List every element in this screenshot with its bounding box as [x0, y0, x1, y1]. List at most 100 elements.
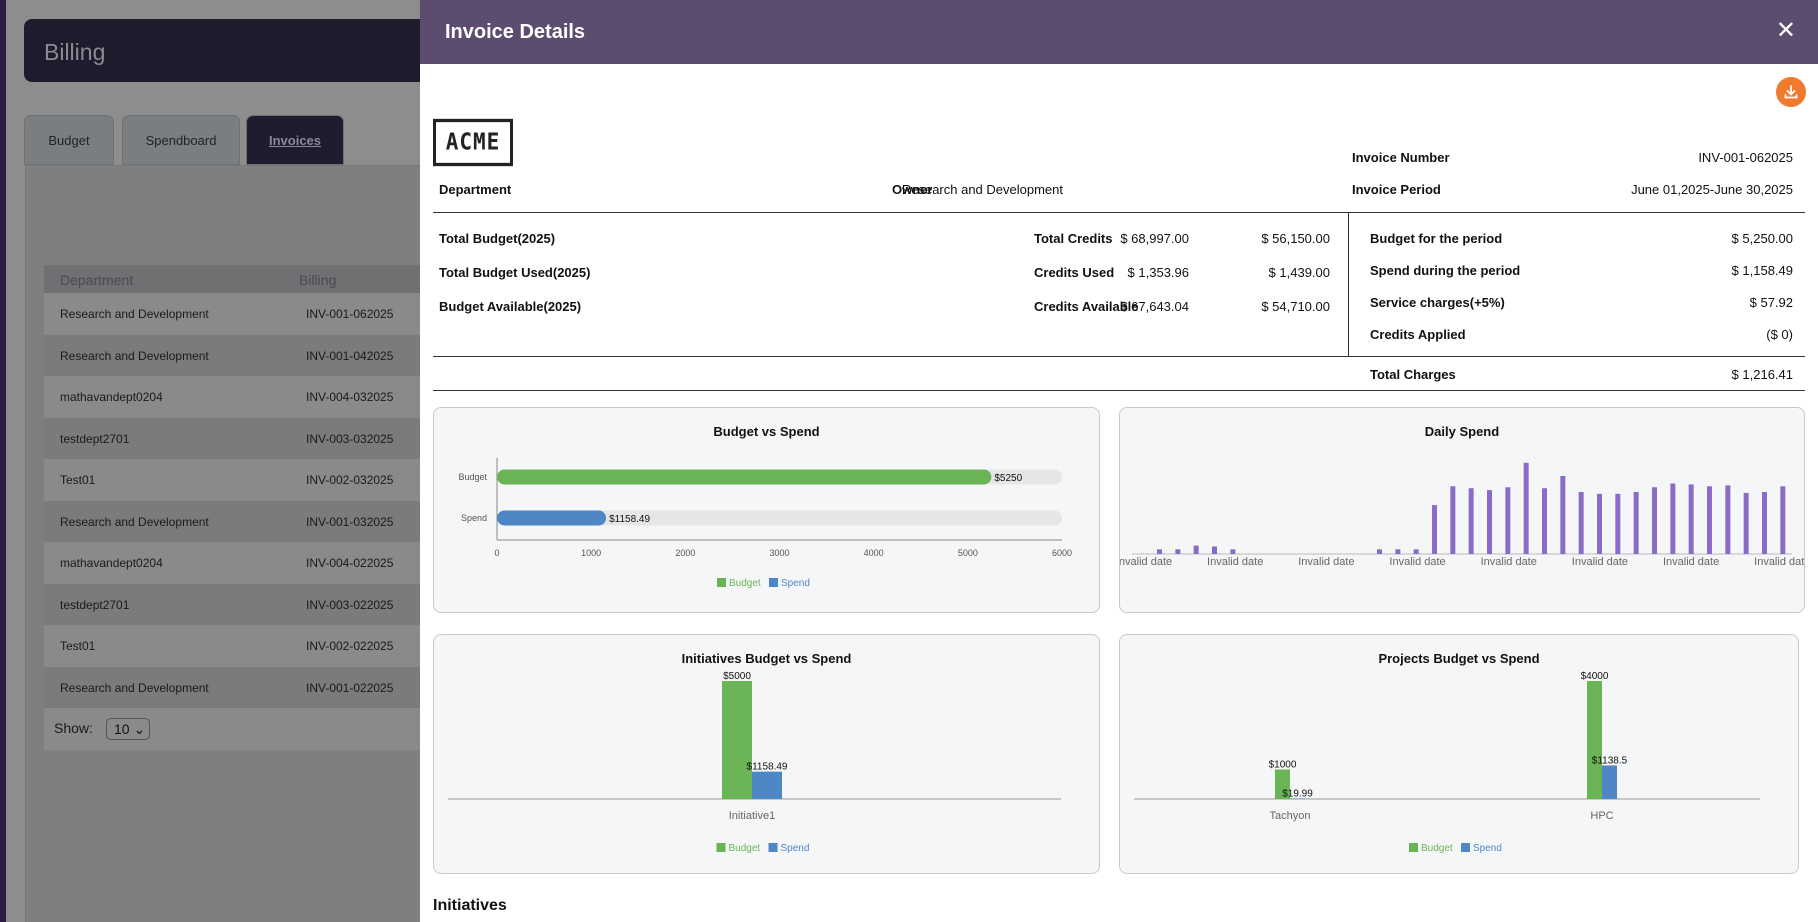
- billing-cell: INV-004-032025: [306, 390, 394, 404]
- daily-bar: [1725, 485, 1731, 554]
- category-label: Spend: [461, 513, 487, 523]
- chart-svg: Budget $5250 Spend $1158.49 0 1000 2000 3000 400…: [458, 458, 1072, 589]
- department-value: Research and Development: [901, 182, 1063, 197]
- billing-cell: INV-001-032025: [306, 514, 394, 529]
- legend-label-spend: Spend: [781, 578, 810, 589]
- department-cell: mathavandept0204: [60, 556, 163, 570]
- table-row[interactable]: mathavandept0204 INV-004-022025: [44, 542, 524, 583]
- x-tick-label: 1000: [581, 548, 601, 558]
- bar-budget: [1275, 769, 1290, 799]
- show-label: Show:: [54, 720, 93, 736]
- column-header-department: Department: [60, 272, 134, 288]
- daily-bar: [1542, 488, 1547, 554]
- table-row[interactable]: Test01 INV-002-032025: [44, 459, 524, 500]
- daily-bar: [1432, 505, 1437, 554]
- bar-spend: [1602, 765, 1617, 799]
- department-cell: mathavandept0204: [60, 390, 163, 404]
- total-budget-label: Total Budget(2025): [439, 231, 556, 246]
- x-tick-label: 3000: [769, 548, 789, 558]
- total-credits-value: $ 56,150.00: [1261, 231, 1330, 246]
- department-cell: testdept2701: [60, 597, 130, 612]
- table-row[interactable]: mathavandept0204 INV-004-032025: [44, 376, 524, 417]
- column-header-billing: Billing: [299, 272, 337, 288]
- department-cell: Test01: [60, 473, 96, 487]
- divider: [433, 390, 1805, 391]
- service-charges-value: $ 57.92: [1749, 295, 1793, 310]
- daily-bar: [1487, 490, 1492, 554]
- x-tick-label: Invalid date: [1754, 556, 1804, 568]
- total-charges-label: Total Charges: [1370, 367, 1456, 382]
- billing-cell: INV-002-022025: [306, 639, 394, 653]
- x-tick-label: 5000: [958, 548, 978, 558]
- divider: [433, 356, 1805, 357]
- x-tick-label: 6000: [1052, 548, 1072, 558]
- close-icon[interactable]: ✕: [1775, 17, 1796, 44]
- service-charges-label: Service charges(+5%): [1370, 295, 1505, 310]
- credits-used-label: Credits Used: [1034, 265, 1115, 280]
- department-cell: Research and Development: [60, 680, 209, 695]
- download-button[interactable]: [1776, 77, 1806, 107]
- x-tick-label: 4000: [864, 548, 884, 558]
- total-credits-label: Total Credits: [1034, 231, 1113, 246]
- divider: [1348, 212, 1349, 356]
- budget-vs-spend-chart: Budget vs Spend Budget $5250 Spend $1158.49…: [433, 407, 1100, 613]
- bar-budget: [1587, 681, 1602, 799]
- x-tick-label: Invalid date: [1298, 556, 1354, 568]
- data-label: $1158.49: [747, 762, 788, 773]
- billing-cell: INV-001-042025: [306, 348, 394, 363]
- invoice-number: INV-001-062025: [1698, 150, 1793, 165]
- daily-bar: [1175, 549, 1181, 554]
- tab-budget[interactable]: Budget: [24, 115, 114, 165]
- tab-spendboard[interactable]: Spendboard: [122, 115, 240, 165]
- x-tick-label: Invalid date: [1389, 556, 1445, 568]
- page-size-select[interactable]: 10 ⌄: [106, 718, 150, 740]
- spend-period-label: Spend during the period: [1370, 263, 1521, 278]
- credits-available-label: Credits Available: [1034, 299, 1139, 314]
- x-tick-label: Invalid date: [1572, 556, 1628, 568]
- page-size-value: 10: [114, 721, 130, 737]
- chevron-down-icon: ⌄: [133, 721, 146, 737]
- table-row[interactable]: Test01 INV-002-022025: [44, 625, 524, 666]
- chart-svg: Invalid date Invalid date Invalid date Inva…: [1120, 462, 1804, 568]
- bar-spend: [497, 510, 607, 526]
- chart-svg: $1000 $19.99 Tachyon $4000 $1138.5 HPC Budget S…: [1134, 671, 1760, 854]
- data-label: $1158.49: [609, 514, 650, 525]
- category-label: Tachyon: [1270, 810, 1311, 822]
- daily-bar: [1762, 491, 1767, 554]
- x-tick-label: Invalid date: [1481, 556, 1537, 568]
- daily-bar: [1523, 462, 1529, 554]
- projects-budget-vs-spend-chart: Projects Budget vs Spend $1000 $19.99 Tach…: [1119, 634, 1799, 874]
- data-label: $5250: [994, 473, 1022, 484]
- daily-bar: [1157, 549, 1162, 554]
- x-tick-label: Invalid date: [1120, 556, 1172, 568]
- department-cell: Research and Development: [60, 307, 209, 321]
- total-budget-used-label: Total Budget Used(2025): [439, 265, 591, 280]
- credits-applied-value: ($ 0): [1766, 327, 1793, 342]
- invoice-number-label: Invoice Number: [1352, 150, 1450, 165]
- legend-label-budget: Budget: [729, 578, 761, 589]
- spend-period-value: $ 1,158.49: [1731, 263, 1793, 278]
- divider: [433, 212, 1805, 213]
- legend-swatch-budget: [717, 578, 726, 587]
- tab-invoices[interactable]: Invoices: [246, 115, 344, 165]
- daily-bar: [1230, 549, 1236, 554]
- category-label: Initiative1: [729, 810, 775, 822]
- table-row[interactable]: Research and Development INV-001-062025: [44, 293, 524, 334]
- daily-bar: [1743, 492, 1749, 554]
- budget-available-value: $ 67,643.04: [1120, 299, 1189, 314]
- chart-title: Budget vs Spend: [713, 424, 820, 439]
- daily-spend-chart: Daily Spend Invalid date Invalid date Inva…: [1119, 407, 1805, 613]
- billing-cell: INV-002-032025: [306, 473, 394, 487]
- legend-swatch-spend: [1461, 843, 1470, 852]
- chart-title: Projects Budget vs Spend: [1378, 651, 1540, 666]
- credits-available-value: $ 54,710.00: [1261, 299, 1330, 314]
- owner-label: Owner: [892, 182, 933, 197]
- daily-bar: [1450, 486, 1456, 554]
- download-icon: [1784, 85, 1798, 99]
- billing-cell: INV-001-062025: [306, 307, 394, 321]
- daily-bar: [1468, 488, 1474, 554]
- budget-available-label: Budget Available(2025): [439, 299, 582, 314]
- daily-bar: [1212, 546, 1217, 554]
- bar-track: [497, 510, 1062, 526]
- chart-title: Daily Spend: [1424, 424, 1500, 439]
